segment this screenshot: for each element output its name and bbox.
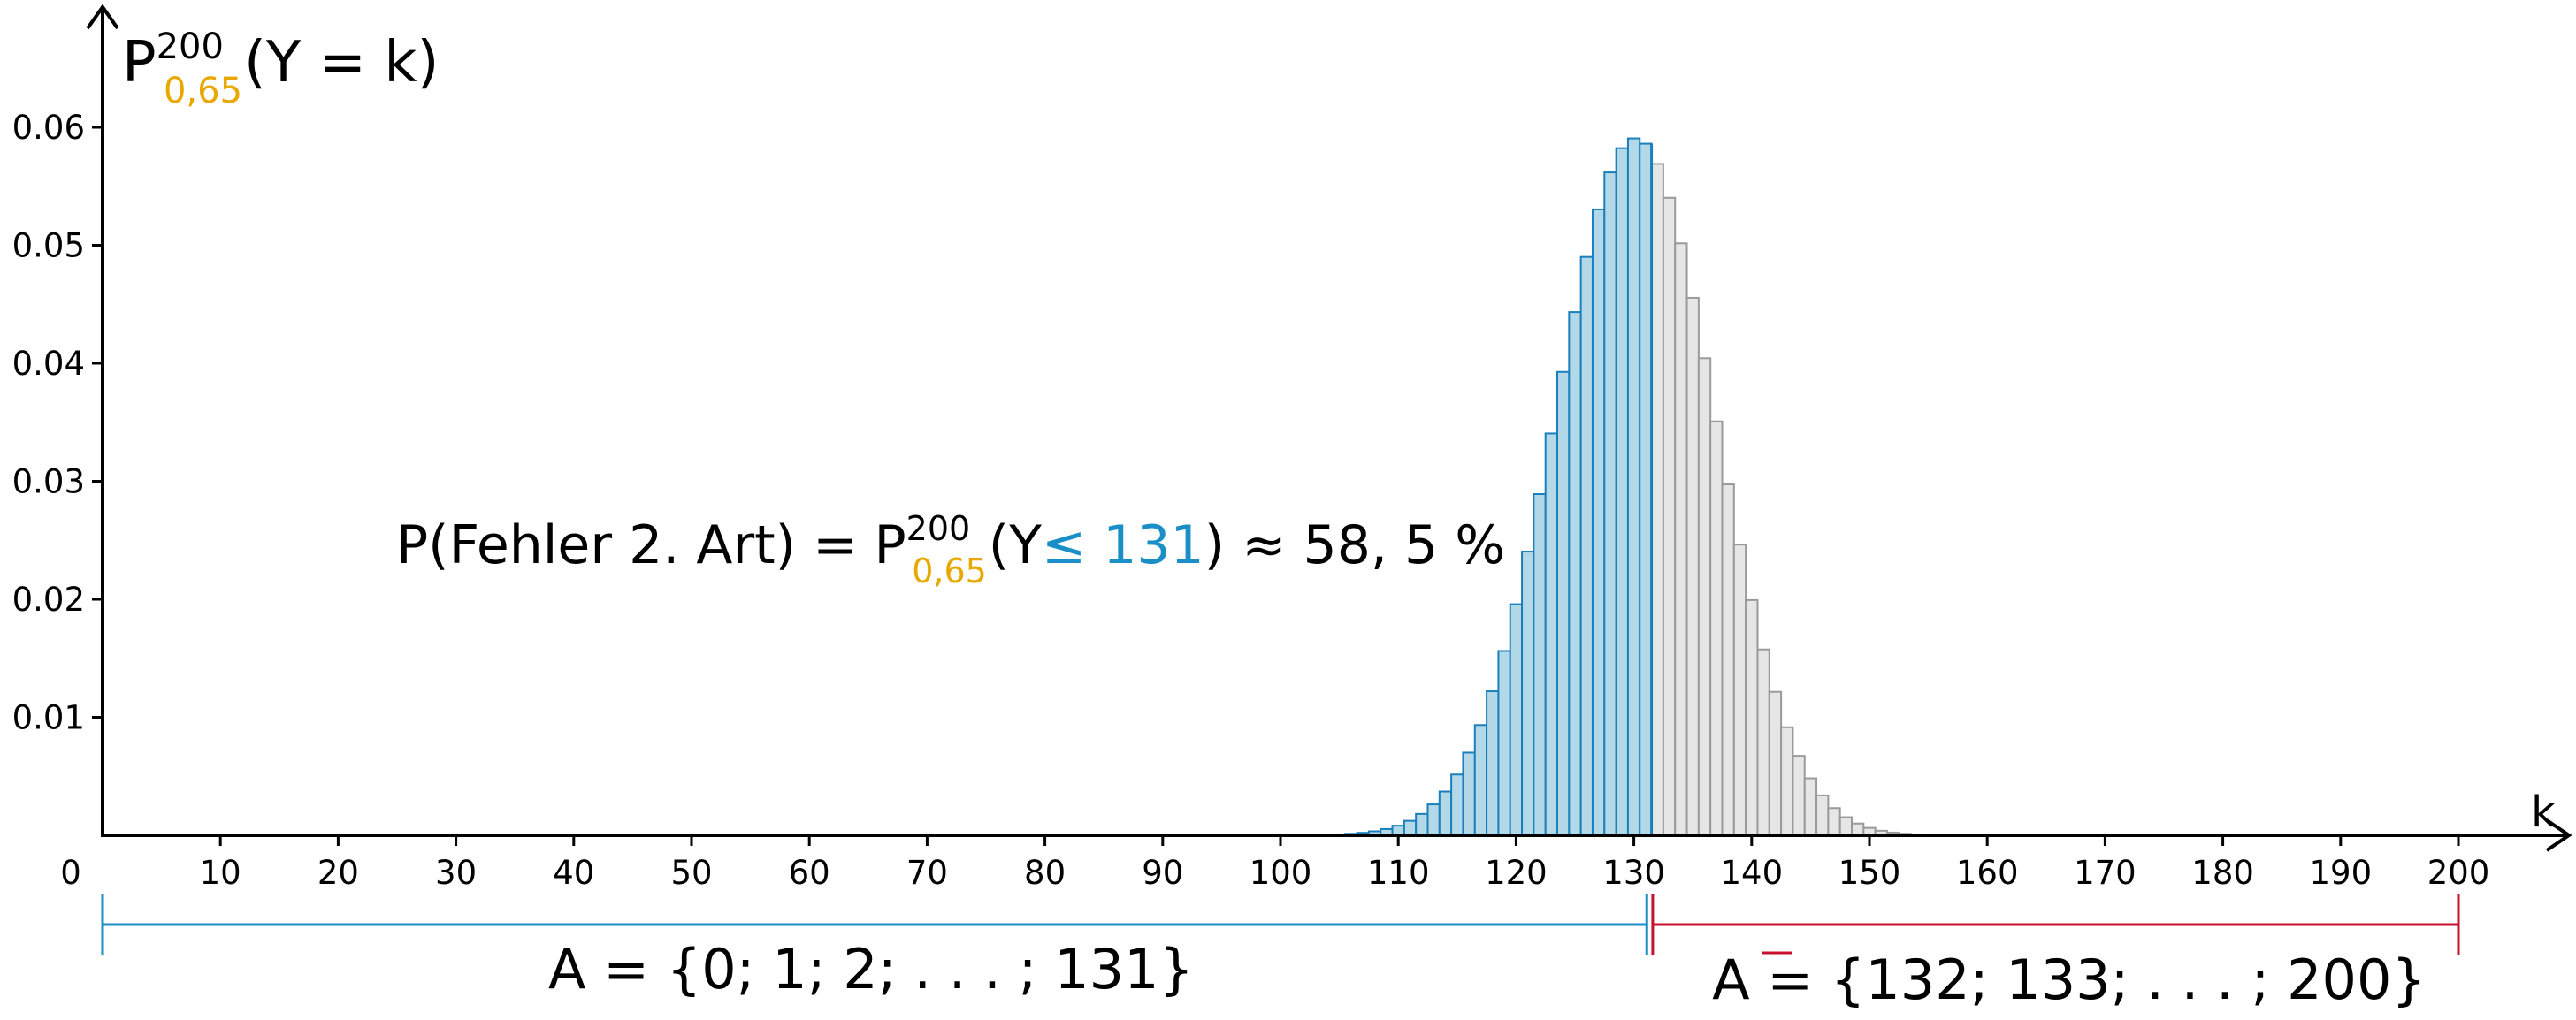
y-axis-arrow-icon: [86, 4, 119, 30]
x-ticks: 10 20 30 40 50 60 70 80 90 100 110 120 130 140 150 160 1…: [200, 835, 2490, 892]
y-label-sub: 0,65: [164, 71, 242, 111]
bar-k-139: [1732, 544, 1747, 836]
bar-k-144: [1792, 755, 1806, 836]
error-annotation: P(Fehler 2. Art) = P200 0,65(Y≤ 131) ≈ 58…: [396, 509, 1505, 590]
y-tick-label: 0.06: [12, 109, 85, 147]
x-tick-label: 70: [906, 854, 948, 892]
histogram-bars: [1156, 137, 2065, 837]
x-tick-label: 130: [1602, 854, 1665, 892]
bar-k-117: [1473, 724, 1488, 837]
bar-k-112: [1415, 812, 1429, 836]
bar-k-113: [1426, 803, 1441, 836]
bar-k-135: [1685, 296, 1700, 837]
x-tick-label: 100: [1250, 854, 1312, 892]
y-axis-label: P200 0,65(Y = k): [122, 27, 439, 111]
x-axis-label: k: [2531, 788, 2556, 837]
bar-k-128: [1603, 171, 1617, 836]
annotation-relation: ≤ 131: [1042, 514, 1204, 576]
y-tick-label: 0.02: [12, 581, 85, 619]
bar-k-119: [1497, 650, 1511, 836]
x-tick-label: 110: [1367, 854, 1430, 892]
bar-k-120: [1509, 603, 1524, 836]
bar-k-142: [1768, 690, 1783, 836]
bar-k-138: [1721, 483, 1735, 836]
set-a-range: [101, 894, 1648, 955]
bar-k-136: [1697, 357, 1712, 836]
bar-k-124: [1556, 370, 1571, 836]
annotation-sub: 0,65: [912, 552, 987, 590]
annotation-open: (Y: [989, 514, 1042, 576]
bar-k-130: [1626, 137, 1641, 836]
bar-k-115: [1450, 773, 1464, 837]
bar-k-126: [1579, 255, 1594, 836]
bar-k-145: [1803, 777, 1818, 837]
bar-k-111: [1403, 819, 1418, 836]
bar-k-116: [1462, 751, 1476, 836]
x-tick-label: 180: [2191, 854, 2254, 892]
bar-k-122: [1533, 493, 1547, 837]
bar-k-147: [1827, 807, 1841, 836]
bar-k-137: [1709, 420, 1724, 836]
x-tick-label: 120: [1485, 854, 1548, 892]
x-tick-label: 20: [317, 854, 359, 892]
x-tick-label: 50: [670, 854, 712, 892]
bar-k-132: [1650, 163, 1664, 837]
y-ticks: 0.01 0.02 0.03 0.04 0.05 0.06: [12, 109, 103, 737]
x-axis-arrow-icon: [2545, 818, 2572, 852]
set-a-bar-range: [1651, 894, 2460, 955]
x-tick-label: 190: [2309, 854, 2372, 892]
bar-k-143: [1780, 726, 1794, 837]
annotation-close: ) ≈ 58, 5 %: [1204, 514, 1506, 576]
bar-k-125: [1568, 311, 1582, 836]
y-tick-label: 0.01: [12, 699, 85, 737]
set-a-bar-label: A = {132; 133; . . . ; 200}: [1712, 948, 2427, 1012]
annotation-sup: 200: [906, 509, 971, 548]
y-label-sup: 200: [157, 27, 224, 67]
set-a-label: A = {0; 1; 2; . . . ; 131}: [548, 937, 1194, 1001]
x-tick-label: 10: [200, 854, 241, 892]
x-tick-label: 150: [1838, 854, 1901, 892]
y-tick-label: 0.05: [12, 227, 85, 265]
annotation-prefix: P(Fehler 2. Art) = P: [396, 514, 906, 576]
bar-k-134: [1674, 242, 1688, 836]
bar-k-131: [1639, 142, 1653, 837]
bar-k-127: [1591, 208, 1606, 836]
bar-k-133: [1662, 196, 1677, 837]
bar-k-141: [1756, 648, 1770, 837]
x-tick-label: 200: [2427, 854, 2490, 892]
bar-k-114: [1438, 790, 1453, 837]
y-label-main: P: [122, 30, 157, 95]
bar-k-140: [1745, 598, 1759, 836]
bar-k-146: [1815, 794, 1830, 837]
bar-k-129: [1615, 147, 1629, 836]
x-tick-label: 170: [2074, 854, 2136, 892]
x-tick-label: 160: [1956, 854, 2019, 892]
bar-k-148: [1838, 816, 1854, 837]
axes: [86, 4, 2572, 852]
y-tick-label: 0.03: [12, 463, 85, 501]
x-origin-label: 0: [60, 854, 81, 892]
y-tick-label: 0.04: [12, 345, 85, 383]
y-label-rest: (Y = k): [244, 30, 439, 95]
x-tick-label: 60: [789, 854, 830, 892]
x-tick-label: 30: [435, 854, 477, 892]
x-tick-label: 80: [1024, 854, 1066, 892]
bar-k-123: [1544, 432, 1559, 836]
x-tick-label: 140: [1720, 854, 1783, 892]
bar-k-121: [1521, 551, 1535, 837]
bar-k-118: [1486, 690, 1500, 836]
x-tick-label: 90: [1142, 854, 1183, 892]
x-tick-label: 40: [553, 854, 594, 892]
